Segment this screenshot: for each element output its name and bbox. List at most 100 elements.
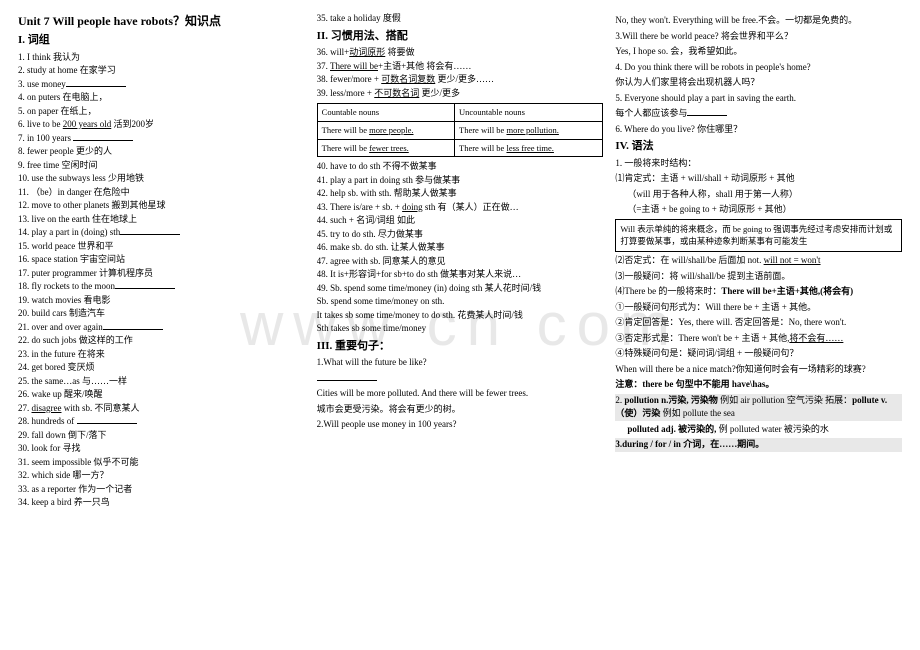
grammar-line: ⑵否定式：在 will/shall/be 后面加 not. will not =… [615, 254, 902, 268]
grammar-line: ②肯定回答是：Yes, there will. 否定回答是：No, there … [615, 316, 902, 330]
list-item: 41. play a part in doing sth 参与做某事 [317, 174, 604, 188]
note-line: 2. pollution n.污染, 污染物 例如 air pollution … [615, 394, 902, 421]
list-item: 31. seem impossible 似乎不可能 [18, 456, 305, 470]
list-item: 6. live to be 200 years old 活到200岁 [18, 118, 305, 132]
list-item: 9. free time 空闲时间 [18, 159, 305, 173]
list-item: 38. fewer/more + 可数名词复数 更少/更多…… [317, 73, 604, 87]
section-4-title: IV. 语法 [615, 138, 902, 155]
grammar-table: Countable nouns Uncountable nouns There … [317, 103, 604, 157]
list-item: 5. on paper 在纸上， [18, 105, 305, 119]
note-line: polluted adj. 被污染的, 例 polluted water 被污染… [615, 423, 902, 437]
table-head-1: Countable nouns [317, 104, 454, 122]
list-item: 37. There will be+主语+其他 将会有…… [317, 60, 604, 74]
list-item: 19. watch movies 看电影 [18, 294, 305, 308]
list-item: 36. will+动词原形 将要做 [317, 46, 604, 60]
list-item: 10. use the subways less 少用地铁 [18, 172, 305, 186]
column-3: No, they won't. Everything will be free.… [615, 12, 902, 510]
list-item: 25. the same…as 与……一样 [18, 375, 305, 389]
list-item: 7. in 100 years [18, 132, 305, 146]
phrase-list-2c: 40. have to do sth 不得不做某事41. play a part… [317, 160, 604, 336]
sentence-line: 1.What will the future be like? [317, 356, 604, 370]
list-item: 30. look for 寻找 [18, 442, 305, 456]
list-item: 22. do such jobs 做这样的工作 [18, 334, 305, 348]
section-3-title: III. 重要句子： [317, 338, 604, 355]
sentences-col2: 1.What will the future be like? Cities w… [317, 356, 604, 432]
grammar-line: ⑶一般疑问：将 will/shall/be 提到主语前面。 [615, 270, 902, 284]
list-item: 12. move to other planets 搬到其他星球 [18, 199, 305, 213]
doc-title: Unit 7 Will people have robots？知识点 [18, 12, 305, 30]
list-item: 1. I think 我认为 [18, 51, 305, 65]
sentence-line: 每个人都应该参与 [615, 107, 902, 121]
sentence-line: 6. Where do you live? 你住哪里？ [615, 123, 902, 137]
table-cell: There will be more people. [317, 121, 454, 139]
list-item: 15. world peace 世界和平 [18, 240, 305, 254]
list-item: 26. wake up 醒来/唤醒 [18, 388, 305, 402]
list-item: It takes sb some time/money to do sth. 花… [317, 309, 604, 323]
table-head-2: Uncountable nouns [455, 104, 603, 122]
list-item: 46. make sb. do sth. 让某人做某事 [317, 241, 604, 255]
list-item: 20. build cars 制造汽车 [18, 307, 305, 321]
list-item: Sth takes sb some time/money [317, 322, 604, 336]
column-2: 35. take a holiday 度假 II. 习惯用法、搭配 36. wi… [317, 12, 604, 510]
list-item: 48. It is+形容词+for sb+to do sth 做某事对某人来说… [317, 268, 604, 282]
note-line: 注意：there be 句型中不能用 have\has。 [615, 378, 902, 392]
list-item: 29. fall down 倒下/落下 [18, 429, 305, 443]
grammar-line: （=主语 + be going to + 动词原形 + 其他） [615, 203, 902, 217]
list-item: 8. fewer people 更少的人 [18, 145, 305, 159]
table-cell: There will be fewer trees. [317, 139, 454, 157]
list-item: 39. less/more + 不可数名词 更少/更多 [317, 87, 604, 101]
list-item: 32. which side 哪一方？ [18, 469, 305, 483]
sentence-line: 城市会更受污染。将会有更少的树。 [317, 403, 604, 417]
list-item: 18. fly rockets to the moon [18, 280, 305, 294]
list-item: 43. There is/are + sb. + doing sth 有（某人）… [317, 201, 604, 215]
list-item: 14. play a part in (doing) sth [18, 226, 305, 240]
phrase-list-2a: 35. take a holiday 度假 [317, 12, 604, 26]
table-cell: There will be less free time. [455, 139, 603, 157]
sentence-line: 3.Will there be world peace? 将会世界和平么？ [615, 30, 902, 44]
list-item: 23. in the future 在将来 [18, 348, 305, 362]
column-1: Unit 7 Will people have robots？知识点 I. 词组… [18, 12, 305, 510]
section-2-title: II. 习惯用法、搭配 [317, 28, 604, 45]
list-item: 33. as a reporter 作为一个记者 [18, 483, 305, 497]
sentence-line: 你认为人们家里将会出现机器人吗？ [615, 76, 902, 90]
grammar-line: ⑴肯定式：主语 + will/shall + 动词原形 + 其他 [615, 172, 902, 186]
phrase-list-2b: 36. will+动词原形 将要做37. There will be+主语+其他… [317, 46, 604, 100]
list-item: 21. over and over again [18, 321, 305, 335]
sentence-line: Cities will be more polluted. And there … [317, 387, 604, 401]
page: Unit 7 Will people have robots？知识点 I. 词组… [0, 0, 920, 522]
list-item: 17. puter programmer 计算机程序员 [18, 267, 305, 281]
sentence-line: No, they won't. Everything will be free.… [615, 14, 902, 28]
list-item: 42. help sb. with sth. 帮助某人做某事 [317, 187, 604, 201]
list-item: 16. space station 宇宙空间站 [18, 253, 305, 267]
list-item: 35. take a holiday 度假 [317, 12, 604, 26]
grammar-line: ①一般疑问句形式为：Will there be + 主语 + 其他。 [615, 301, 902, 315]
sentence-line: Yes, I hope so. 会，我希望如此。 [615, 45, 902, 59]
grammar-intro: 1. 一般将来时结构： [615, 157, 902, 171]
list-item: 44. such + 名词/词组 如此 [317, 214, 604, 228]
section-1-title: I. 词组 [18, 32, 305, 49]
list-item: 49. Sb. spend some time/money (in) doing… [317, 282, 604, 296]
table-cell: There will be more pollution. [455, 121, 603, 139]
list-item: 4. on puters 在电脑上， [18, 91, 305, 105]
grammar-line: ⑷There be 的一般将来时：There will be+主语+其他,(将会… [615, 285, 902, 299]
grammar-line: ④特殊疑问句是：疑问词/词组 + 一般疑问句？ [615, 347, 902, 361]
list-item: 45. try to do sth. 尽力做某事 [317, 228, 604, 242]
list-item: 27. disagree with sb. 不同意某人 [18, 402, 305, 416]
sentence-line: 5. Everyone should play a part in saving… [615, 92, 902, 106]
grammar-box-1: Will 表示单纯的将来概念，而 be going to 强调事先经过考虑安排而… [615, 219, 902, 253]
list-item: 24. get bored 变厌烦 [18, 361, 305, 375]
list-item: 13. live on the earth 住在地球上 [18, 213, 305, 227]
list-item: 40. have to do sth 不得不做某事 [317, 160, 604, 174]
sentence-line: 4. Do you think there will be robots in … [615, 61, 902, 75]
list-item: 34. keep a bird 养一只鸟 [18, 496, 305, 510]
list-item: 28. hundreds of [18, 415, 305, 429]
grammar-line: （will 用于各种人称，shall 用于第一人称） [615, 188, 902, 202]
grammar-line: ③否定形式是：There won't be + 主语 + 其他,将不会有…… [615, 332, 902, 346]
sentence-line: 2.Will people use money in 100 years? [317, 418, 604, 432]
list-item: 11. （be）in danger 在危险中 [18, 186, 305, 200]
sentence-line [317, 372, 604, 386]
phrase-list-1: 1. I think 我认为2. study at home 在家学习3. us… [18, 51, 305, 510]
list-item: Sb. spend some time/money on sth. [317, 295, 604, 309]
note-line: 3.during / for / in 介词，在……期间。 [615, 438, 902, 452]
grammar-line: When will there be a nice match?你知道何时会有一… [615, 363, 902, 377]
